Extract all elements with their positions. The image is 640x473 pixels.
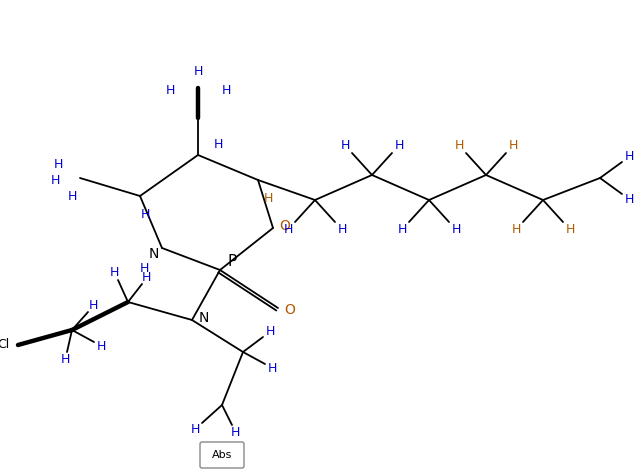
Text: H: H: [140, 262, 148, 274]
Text: H: H: [140, 208, 150, 220]
Text: H: H: [266, 325, 275, 338]
Text: O: O: [285, 303, 296, 317]
Text: H: H: [165, 84, 175, 96]
Text: Abs: Abs: [212, 450, 232, 460]
Text: H: H: [508, 139, 518, 152]
Text: H: H: [89, 299, 99, 312]
Text: H: H: [454, 139, 464, 152]
Text: H: H: [394, 139, 404, 152]
Text: H: H: [625, 150, 634, 163]
Text: H: H: [511, 223, 521, 236]
Text: Cl: Cl: [0, 339, 10, 351]
Text: H: H: [231, 426, 240, 438]
FancyBboxPatch shape: [200, 442, 244, 468]
Text: O: O: [280, 219, 291, 233]
Text: H: H: [263, 192, 273, 204]
Text: H: H: [451, 223, 461, 236]
Text: H: H: [340, 139, 349, 152]
Text: H: H: [221, 84, 230, 96]
Text: H: H: [67, 190, 77, 202]
Text: H: H: [284, 223, 292, 236]
Text: H: H: [565, 223, 575, 236]
Text: H: H: [110, 266, 119, 279]
Text: H: H: [97, 340, 106, 353]
Text: N: N: [149, 247, 159, 261]
Text: H: H: [190, 423, 200, 436]
Text: H: H: [51, 174, 60, 186]
Text: H: H: [53, 158, 63, 170]
Text: H: H: [268, 362, 277, 375]
Text: H: H: [397, 223, 406, 236]
Text: H: H: [337, 223, 347, 236]
Text: H: H: [213, 139, 223, 151]
Text: H: H: [193, 65, 203, 79]
Text: H: H: [625, 193, 634, 206]
Text: H: H: [61, 353, 70, 366]
Text: P: P: [227, 254, 237, 270]
Text: H: H: [142, 271, 152, 284]
Text: N: N: [199, 311, 209, 325]
